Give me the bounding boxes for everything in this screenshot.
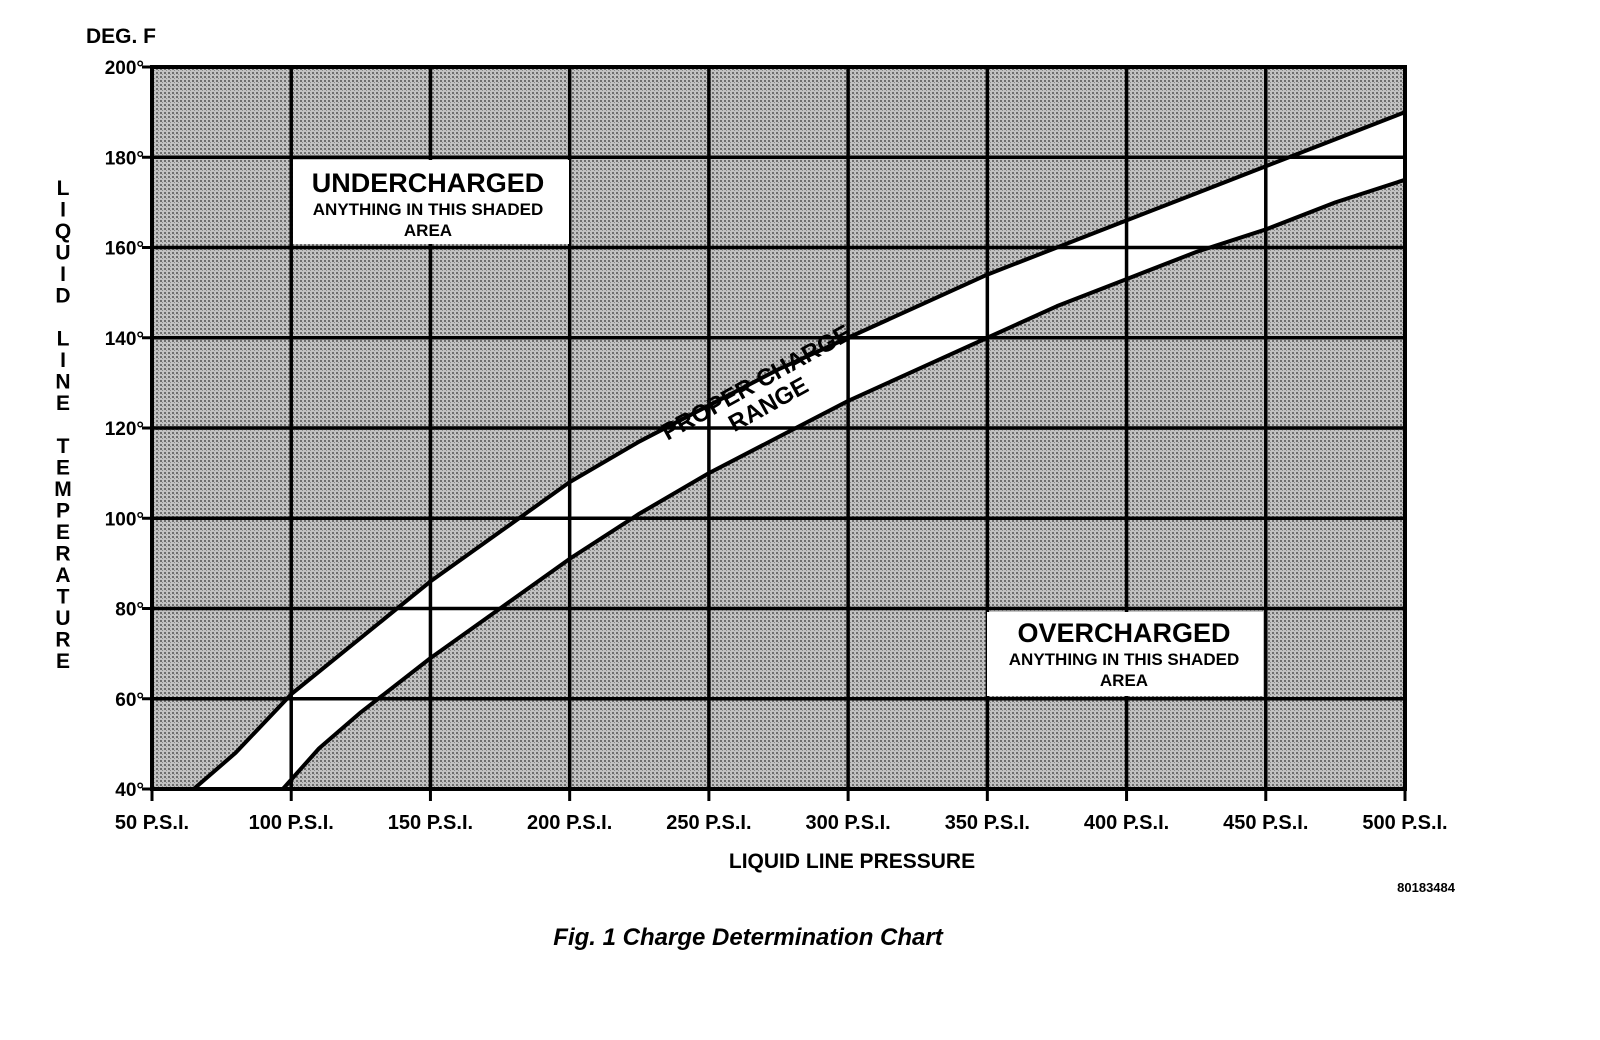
x-tick-label: 50 P.S.I. (115, 812, 189, 834)
reference-code: 80183484 (1397, 880, 1456, 895)
undercharged-region-label: UNDERCHARGED ANYTHING IN THIS SHADED ARE… (293, 160, 569, 244)
y-tick-label: 160° (105, 239, 144, 260)
overcharged-text-line1: ANYTHING IN THIS SHADED (1009, 650, 1239, 669)
y-tick-label: 80° (115, 600, 144, 621)
x-tick-label: 150 P.S.I. (388, 812, 473, 834)
y-tick-label: 40° (115, 780, 144, 801)
x-tick-label: 200 P.S.I. (527, 812, 612, 834)
x-tick-label: 350 P.S.I. (945, 812, 1030, 834)
boundary-curve-1 (281, 177, 1405, 789)
undercharged-text-line1: ANYTHING IN THIS SHADED (313, 200, 543, 219)
y-tick-label: 100° (105, 509, 144, 530)
overcharged-region-label: OVERCHARGED ANYTHING IN THIS SHADED AREA (987, 612, 1263, 696)
y-tick-label: 60° (115, 690, 144, 711)
x-axis: 50 P.S.I. 100 P.S.I. 150 P.S.I. 200 P.S.I. 2… (115, 789, 1448, 834)
x-tick-label: 300 P.S.I. (805, 812, 890, 834)
overcharged-title: OVERCHARGED (1017, 618, 1230, 648)
undercharged-title: UNDERCHARGED (312, 168, 545, 198)
x-tick-label: 100 P.S.I. (249, 812, 334, 834)
x-tick-label: 400 P.S.I. (1084, 812, 1169, 834)
curves (192, 110, 1405, 789)
x-tick-label: 500 P.S.I. (1362, 812, 1447, 834)
y-tick-label: 120° (105, 419, 144, 440)
y-tick-label: 140° (105, 329, 144, 350)
boundary-curve-0 (192, 110, 1405, 789)
y-tick-label: 200° (105, 58, 144, 79)
proper-charge-band (193, 112, 1405, 789)
y-axis: 40° 60° 80° 100° 120° 140° 160° 180° 200° (105, 58, 152, 801)
x-axis-title: LIQUID LINE PRESSURE (729, 850, 975, 873)
figure-caption: Fig. 1 Charge Determination Chart (553, 924, 943, 951)
undercharged-text-line2: AREA (404, 221, 452, 240)
x-tick-label: 450 P.S.I. (1223, 812, 1308, 834)
overcharged-text-line2: AREA (1100, 671, 1148, 690)
y-unit-label: DEG. F (86, 25, 156, 48)
x-tick-label: 250 P.S.I. (666, 812, 751, 834)
y-tick-label: 180° (105, 148, 144, 169)
